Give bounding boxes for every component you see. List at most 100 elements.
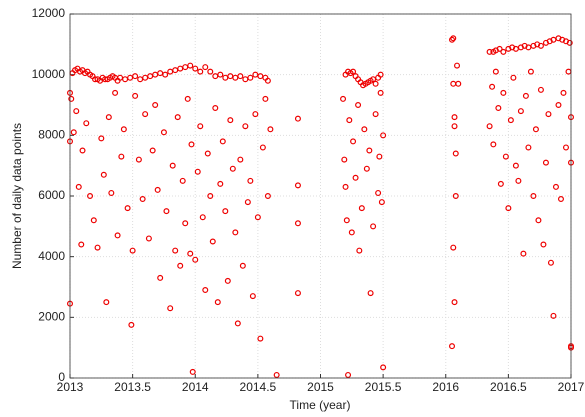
data-point: [169, 162, 176, 169]
data-point: [167, 305, 174, 312]
data-point: [557, 196, 564, 203]
data-point: [449, 343, 456, 350]
data-point: [79, 147, 86, 154]
data-point: [160, 129, 167, 136]
data-point: [229, 165, 236, 172]
data-point: [370, 76, 377, 83]
data-point: [375, 189, 382, 196]
data-point: [495, 105, 502, 112]
x-tick-label: 2014: [182, 380, 209, 394]
data-point: [376, 153, 383, 160]
data-point: [552, 183, 559, 190]
data-point: [157, 274, 164, 281]
data-point: [294, 115, 301, 122]
data-point: [525, 144, 532, 151]
data-point: [118, 153, 125, 160]
data-point: [217, 180, 224, 187]
data-point: [182, 64, 189, 71]
data-point: [108, 189, 115, 196]
data-point: [366, 147, 373, 154]
y-tick-label: 2000: [38, 310, 65, 324]
data-point: [105, 114, 112, 121]
data-point: [244, 199, 251, 206]
data-point: [199, 214, 206, 221]
data-point: [247, 177, 254, 184]
data-point: [537, 42, 544, 49]
data-point: [98, 135, 105, 142]
data-point: [361, 126, 368, 133]
data-point: [257, 73, 264, 80]
data-point: [377, 71, 384, 78]
data-point: [342, 183, 349, 190]
data-point: [78, 241, 85, 248]
data-point: [294, 220, 301, 227]
data-point: [237, 73, 244, 80]
data-point: [492, 68, 499, 75]
data-point: [378, 199, 385, 206]
data-point: [222, 208, 229, 215]
data-point: [540, 241, 547, 248]
data-point: [451, 123, 458, 130]
data-point: [367, 290, 374, 297]
data-point: [232, 74, 239, 81]
data-point: [194, 168, 201, 175]
x-tick-label: 2016: [432, 380, 459, 394]
data-point: [451, 114, 458, 121]
data-point: [358, 205, 365, 212]
y-axis-label: Number of daily data points: [10, 123, 24, 269]
data-point: [114, 232, 121, 239]
data-point: [162, 71, 169, 78]
data-point: [184, 95, 191, 102]
data-point: [560, 89, 567, 96]
data-point: [222, 74, 229, 81]
data-point: [537, 86, 544, 93]
data-point: [149, 147, 156, 154]
data-point: [202, 287, 209, 294]
data-point: [154, 186, 161, 193]
data-point: [137, 76, 144, 83]
data-point: [259, 144, 266, 151]
data-point: [294, 182, 301, 189]
data-point: [490, 141, 497, 148]
data-point: [174, 114, 181, 121]
data-point: [555, 101, 562, 108]
data-point: [252, 111, 259, 118]
data-point: [455, 80, 462, 87]
data-point: [117, 74, 124, 81]
data-point: [172, 67, 179, 74]
data-point: [122, 76, 129, 83]
data-point: [452, 193, 459, 200]
data-point: [83, 120, 90, 127]
data-point: [145, 235, 152, 242]
data-point: [73, 108, 80, 115]
data-point: [273, 371, 280, 378]
data-point: [507, 117, 514, 124]
data-point: [179, 177, 186, 184]
data-point: [102, 76, 109, 83]
data-point: [510, 74, 517, 81]
data-point: [520, 250, 527, 257]
data-point: [496, 45, 503, 52]
data-point: [502, 153, 509, 160]
data-point: [128, 321, 135, 328]
data-point: [350, 68, 357, 75]
data-point: [522, 92, 529, 99]
data-point: [566, 39, 573, 46]
data-point: [234, 320, 241, 327]
data-point: [356, 247, 363, 254]
data-point: [197, 68, 204, 75]
data-point: [214, 299, 221, 306]
plot-frame: [69, 13, 572, 379]
data-point: [380, 364, 387, 371]
data-point: [129, 247, 136, 254]
data-point: [562, 144, 569, 151]
data-point: [142, 74, 149, 81]
data-point: [207, 68, 214, 75]
data-point: [152, 71, 159, 78]
x-tick-label: 2016.5: [490, 380, 527, 394]
data-point: [294, 290, 301, 297]
data-point: [550, 36, 557, 43]
data-point: [451, 299, 458, 306]
y-tick-label: 12000: [32, 6, 66, 20]
y-tick-label: 8000: [38, 128, 65, 142]
